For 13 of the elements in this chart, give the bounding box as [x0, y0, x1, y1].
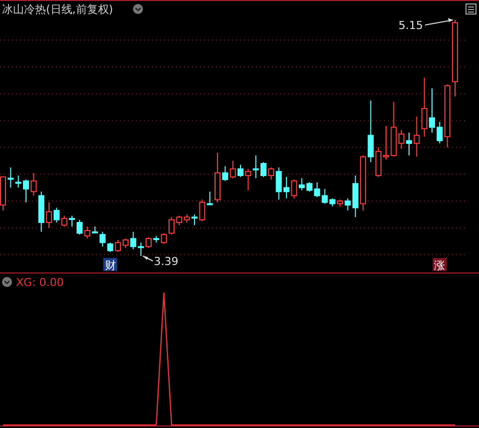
candlestick	[421, 77, 428, 138]
candlestick	[214, 152, 221, 203]
text: 财	[104, 259, 116, 272]
annotation: 3.39	[154, 255, 178, 268]
text: XG: 0.00	[16, 276, 64, 289]
candlestick	[352, 175, 358, 218]
annotation: 5.15	[398, 19, 423, 32]
candlestick	[46, 202, 52, 228]
candlestick	[414, 116, 420, 158]
text: 涨	[434, 259, 446, 272]
candlestick	[406, 132, 412, 156]
candlestick	[8, 167, 14, 188]
chart-title: 冰山冷热(日线,前复权)	[2, 3, 114, 16]
